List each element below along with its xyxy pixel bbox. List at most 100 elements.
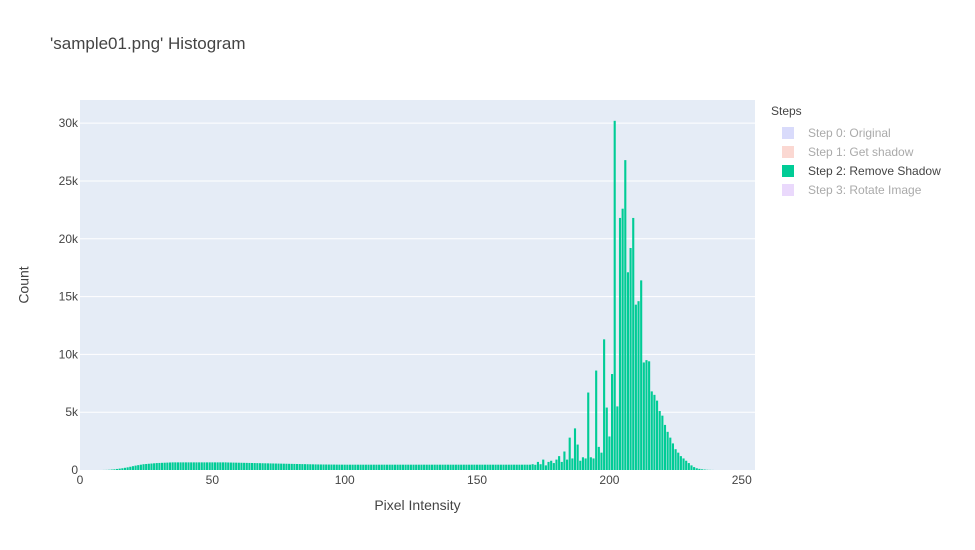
histogram-bar	[116, 468, 119, 470]
histogram-bar	[190, 462, 193, 470]
histogram-bar	[266, 463, 269, 470]
histogram-bar	[155, 463, 158, 470]
histogram-bar	[478, 464, 481, 470]
histogram-bar	[359, 464, 362, 470]
histogram-bar	[513, 464, 516, 470]
histogram-bar	[386, 464, 389, 470]
legend-item[interactable]: Step 1: Get shadow	[782, 142, 941, 161]
histogram-bar	[407, 464, 410, 470]
histogram-bar	[216, 462, 219, 470]
legend-swatch	[782, 164, 794, 177]
histogram-bar	[499, 464, 502, 470]
histogram-bar	[274, 463, 277, 470]
histogram-bar	[470, 464, 473, 470]
histogram-bar	[335, 464, 338, 470]
histogram-bar	[576, 444, 579, 470]
histogram-bar	[343, 464, 346, 470]
histogram-bar	[174, 462, 177, 470]
plot-background	[80, 100, 755, 470]
histogram-bar	[166, 462, 169, 470]
histogram-bar	[129, 466, 132, 470]
histogram-bar	[393, 464, 397, 470]
histogram-bar	[420, 464, 423, 470]
grid-lines	[80, 122, 755, 413]
histogram-bar	[563, 451, 566, 470]
histogram-bar	[600, 452, 603, 470]
histogram-bar	[523, 464, 526, 470]
histogram-bar	[298, 464, 301, 470]
histogram-bar	[401, 464, 404, 470]
histogram-bar	[341, 464, 344, 470]
histogram-bar	[571, 458, 574, 470]
histogram-bar	[460, 464, 463, 470]
histogram-bar	[452, 464, 455, 470]
histogram-bar	[131, 466, 134, 470]
histogram-bar	[436, 464, 439, 470]
histogram-bar	[153, 463, 156, 470]
histogram-bar	[409, 464, 412, 470]
histogram-bar	[261, 463, 264, 470]
histogram-bar	[399, 464, 402, 470]
histogram-bar	[126, 467, 129, 470]
histogram-bar	[113, 469, 116, 470]
histogram-bar	[589, 457, 592, 470]
x-tick-label: 100	[335, 473, 355, 487]
histogram-bar	[301, 464, 304, 470]
histogram-bar	[613, 120, 616, 470]
histogram-bar	[142, 464, 145, 470]
histogram-bar	[632, 217, 635, 470]
y-tick-label: 0	[71, 463, 78, 477]
histogram-bar	[605, 407, 608, 470]
legend-item[interactable]: Step 2: Remove Shadow	[782, 161, 941, 180]
histogram-bar	[536, 461, 539, 470]
histogram-bar	[383, 464, 386, 470]
histogram-bar	[634, 304, 637, 470]
histogram-bar	[433, 464, 436, 470]
histogram-bar	[539, 464, 542, 470]
histogram-bar	[690, 465, 693, 470]
histogram-bar	[325, 464, 328, 470]
histogram-bar	[417, 464, 420, 470]
histogram-bar	[648, 361, 651, 470]
histogram-bar	[362, 464, 365, 470]
histogram-bar	[566, 459, 569, 470]
histogram-bar	[507, 464, 510, 470]
histogram-bar	[121, 468, 124, 470]
histogram-bar	[531, 464, 534, 470]
histogram-bar	[661, 415, 664, 470]
histogram-bar	[695, 468, 698, 470]
histogram-bar	[258, 463, 262, 470]
histogram-bar	[243, 462, 246, 470]
histogram-bar	[486, 464, 489, 470]
histogram-bar	[449, 464, 452, 470]
histogram-bar	[521, 464, 524, 470]
histogram-bar	[168, 462, 172, 470]
legend-item[interactable]: Step 3: Rotate Image	[782, 180, 941, 199]
histogram-bar	[626, 272, 629, 470]
legend-title: Steps	[771, 104, 802, 118]
legend-item[interactable]: Step 0: Original	[782, 123, 941, 142]
histogram-bar	[425, 464, 428, 470]
histogram-bar	[206, 462, 209, 470]
histogram-bar	[290, 463, 293, 470]
histogram-bar	[515, 464, 518, 470]
histogram-bar	[581, 457, 584, 470]
histogram-bar	[391, 464, 394, 470]
histogram-bar	[264, 463, 267, 470]
histogram-bar	[483, 464, 487, 470]
histogram-bar	[597, 446, 600, 470]
histogram-bar	[547, 461, 550, 470]
histogram-bars	[102, 120, 714, 470]
histogram-bar	[621, 208, 624, 470]
histogram-bar	[248, 462, 251, 470]
histogram-bar	[579, 460, 582, 470]
histogram-bar	[542, 459, 545, 470]
histogram-bar	[653, 394, 656, 470]
histogram-bar	[235, 462, 238, 470]
y-tick-label: 25k	[59, 174, 79, 188]
histogram-bar	[237, 462, 240, 470]
histogram-bar	[147, 463, 150, 470]
y-tick-label: 5k	[65, 405, 79, 419]
histogram-bar	[468, 464, 471, 470]
